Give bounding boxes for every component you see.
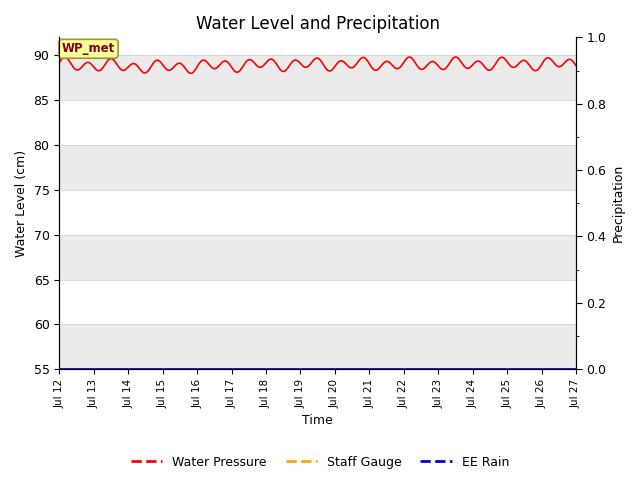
Title: Water Level and Precipitation: Water Level and Precipitation [196, 15, 440, 33]
Bar [60, 145, 576, 190]
Y-axis label: Precipitation: Precipitation [612, 164, 625, 242]
Y-axis label: Water Level (cm): Water Level (cm) [15, 150, 28, 257]
Bar [60, 55, 576, 100]
X-axis label: Time: Time [302, 414, 333, 427]
Legend: Water Pressure, Staff Gauge, EE Rain: Water Pressure, Staff Gauge, EE Rain [126, 451, 514, 474]
Bar [60, 324, 576, 369]
Bar [60, 235, 576, 279]
Text: WP_met: WP_met [62, 42, 115, 55]
